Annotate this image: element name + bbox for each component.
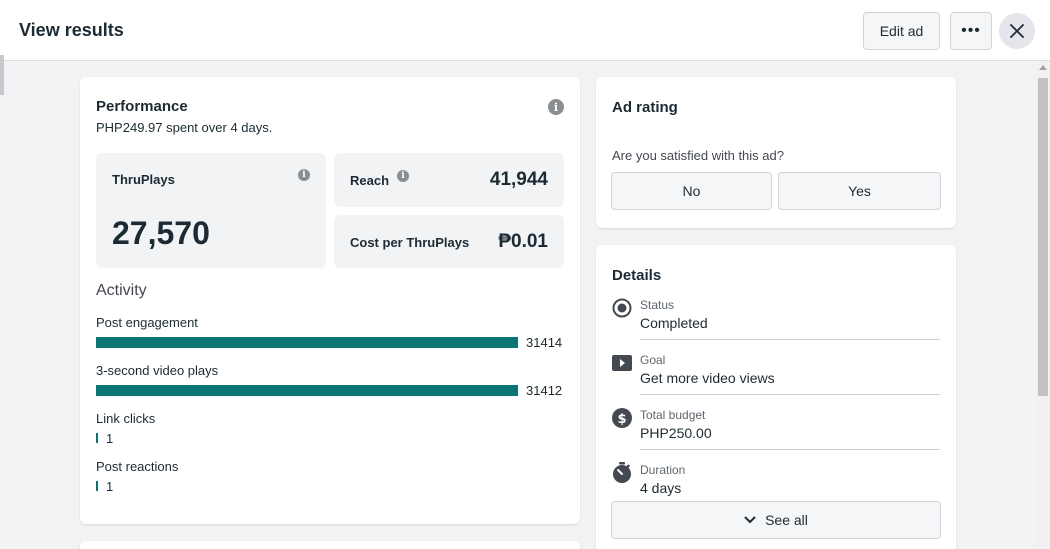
radio-icon — [612, 298, 632, 318]
activity-row-video-plays: 3-second video plays 31412 — [96, 363, 566, 398]
activity-bar — [96, 433, 98, 443]
detail-value: 4 days — [640, 480, 682, 496]
page-title: View results — [19, 20, 124, 40]
details-title: Details — [612, 267, 662, 284]
rating-question: Are you satisfied with this ad? — [612, 148, 784, 163]
see-all-label: See all — [765, 512, 808, 528]
svg-text:$: $ — [617, 412, 626, 427]
activity-heading: Activity — [96, 282, 147, 299]
spent-amount: PHP249.97 — [96, 120, 163, 135]
divider — [640, 394, 940, 395]
activity-row-post-engagement: Post engagement 31414 — [96, 315, 566, 350]
top-bar: View results Edit ad ••• — [0, 0, 1050, 61]
detail-label: Goal — [640, 353, 666, 367]
activity-label: Post reactions — [96, 459, 179, 474]
performance-info-icon[interactable]: i — [548, 99, 564, 115]
rating-yes-button[interactable]: Yes — [778, 172, 941, 210]
spent-days: 4 days — [230, 120, 269, 135]
detail-value: Completed — [640, 315, 708, 331]
cost-per-thruplay-value: ₱0.01 — [498, 231, 548, 252]
thruplays-label: ThruPlays — [112, 172, 175, 187]
activity-bar — [96, 337, 518, 348]
stopwatch-icon — [612, 462, 632, 483]
activity-row-link-clicks: Link clicks 1 — [96, 411, 566, 446]
activity-row-post-reactions: Post reactions 1 — [96, 459, 566, 494]
divider — [640, 339, 940, 340]
reach-value: 41,944 — [489, 169, 548, 190]
more-options-button[interactable]: ••• — [950, 12, 992, 50]
scrollbar-thumb[interactable] — [1038, 78, 1048, 396]
ad-rating-title: Ad rating — [612, 99, 678, 116]
activity-label: Link clicks — [96, 411, 156, 426]
activity-label: 3-second video plays — [96, 363, 219, 378]
edit-ad-button[interactable]: Edit ad — [863, 12, 940, 50]
activity-bar — [96, 385, 518, 396]
close-button[interactable] — [999, 13, 1035, 49]
video-play-icon — [612, 353, 632, 373]
left-scroll-edge — [0, 55, 4, 95]
spent-middle-text: spent over — [162, 120, 231, 135]
detail-value: PHP250.00 — [640, 425, 712, 441]
reach-info-icon[interactable]: i — [397, 170, 409, 182]
next-card — [80, 541, 580, 549]
detail-value: Get more video views — [640, 370, 775, 386]
spent-end-text: . — [268, 120, 273, 135]
reach-metric: Reach i 41,944 — [334, 153, 564, 207]
cost-per-thruplay-metric: Cost per ThruPlays ₱0.01 — [334, 215, 564, 268]
detail-label: Duration — [640, 463, 686, 477]
ad-rating-card: Ad rating Are you satisfied with this ad… — [596, 77, 956, 228]
activity-value: 31414 — [526, 335, 563, 350]
reach-label: Reach — [350, 173, 390, 188]
activity-label: Post engagement — [96, 315, 198, 330]
rating-no-button[interactable]: No — [611, 172, 772, 210]
spend-summary: PHP249.97 spent over 4 days. — [96, 120, 272, 135]
detail-label: Status — [640, 298, 675, 312]
divider — [640, 449, 940, 450]
details-card: Details Status Completed Goal Get more v… — [596, 245, 956, 549]
detail-label: Total budget — [640, 408, 706, 422]
thruplays-metric: ThruPlays i 27,570 — [96, 153, 326, 268]
activity-value: 1 — [106, 479, 114, 494]
thruplays-info-icon[interactable]: i — [298, 169, 310, 181]
activity-bar — [96, 481, 98, 491]
dollar-icon: $ — [612, 408, 632, 428]
performance-card: Performance i PHP249.97 spent over 4 day… — [80, 77, 580, 524]
thruplays-value: 27,570 — [112, 215, 210, 251]
activity-value: 31412 — [526, 383, 563, 398]
chevron-down-icon — [744, 516, 756, 523]
cost-per-thruplay-label: Cost per ThruPlays — [350, 235, 470, 250]
activity-value: 1 — [106, 431, 114, 446]
close-icon — [1010, 24, 1024, 38]
scroll-up-arrow-icon[interactable] — [1039, 65, 1047, 70]
performance-title: Performance — [96, 98, 188, 115]
see-all-button[interactable]: See all — [611, 501, 941, 539]
